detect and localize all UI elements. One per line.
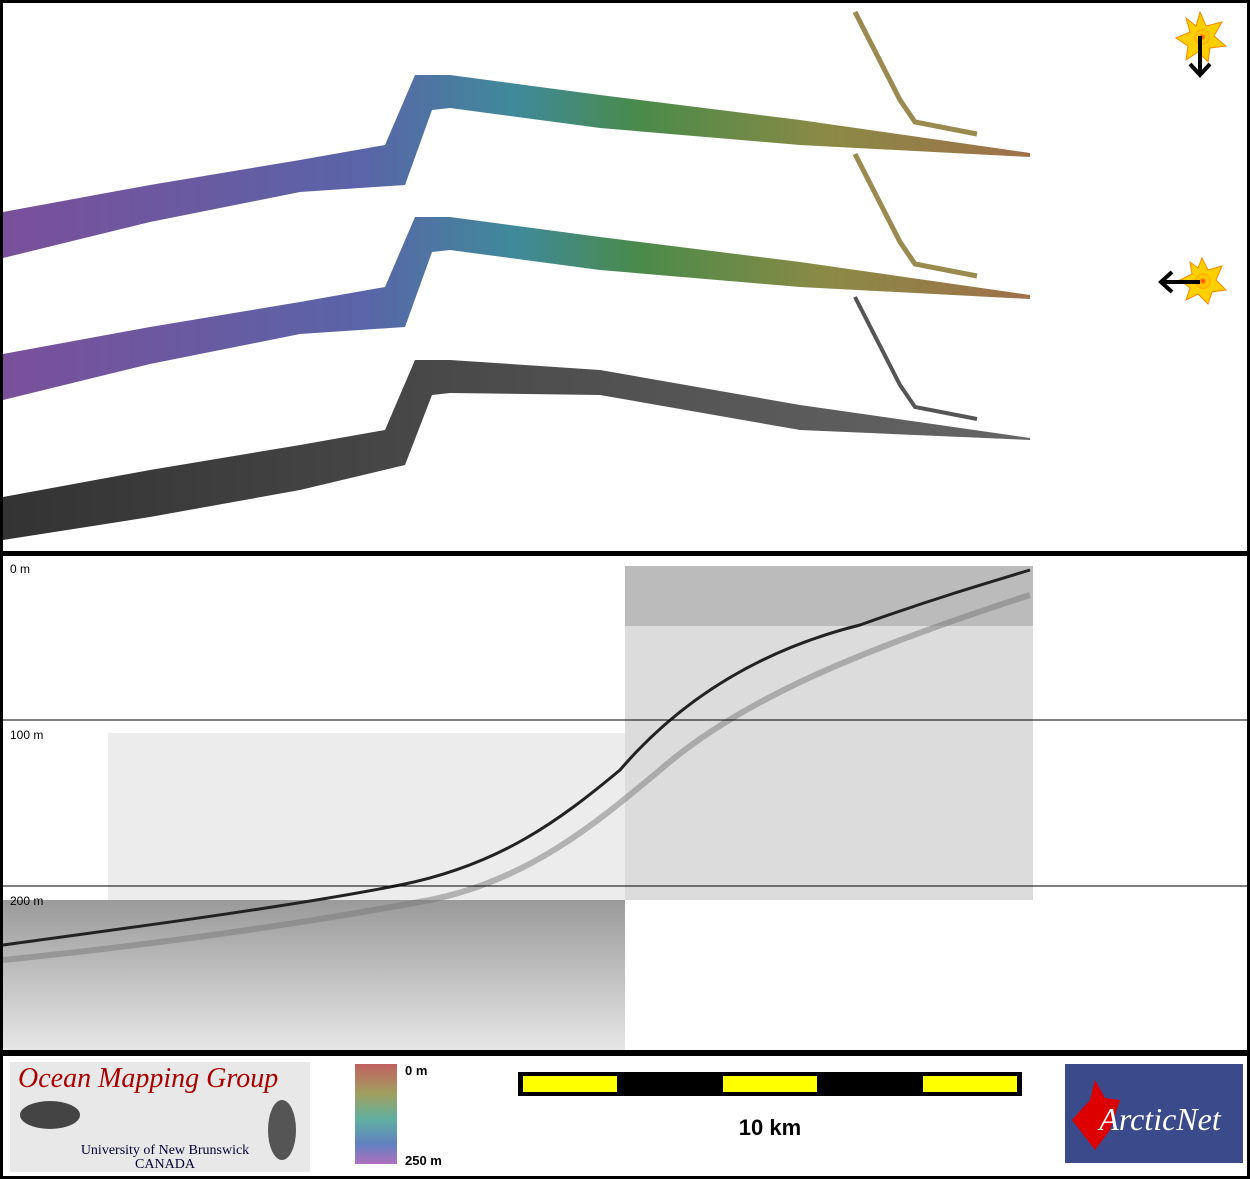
map-panel [3, 3, 1247, 551]
depth-label: 200 m [10, 894, 43, 908]
sun-icon-2 [1158, 256, 1228, 305]
depth-label: 100 m [10, 728, 43, 742]
depth-label: 0 m [10, 562, 30, 576]
colorbar-bottom-label: 250 m [405, 1153, 442, 1168]
seismic-section [108, 733, 625, 900]
seafloor-reflector [2, 568, 1031, 947]
scale-bar [518, 1072, 1022, 1096]
partner-name: ArcticNet [1097, 1101, 1222, 1137]
omg-logo: Ocean Mapping Group University of New Br… [10, 1062, 310, 1172]
logo-country: CANADA [135, 1157, 196, 1172]
colorbar [355, 1064, 397, 1164]
logo-title: Ocean Mapping Group [18, 1063, 278, 1094]
sub-bottom-reflector [2, 592, 1031, 963]
scale-label: 10 km [739, 1115, 801, 1140]
arcticnet-logo: ArcticNet [1065, 1064, 1243, 1163]
swath-backscatter [3, 296, 1030, 540]
sun-icon-1 [1174, 10, 1228, 78]
seismic-section [3, 900, 625, 1050]
swath-colored-1 [3, 10, 1030, 258]
swath-colored-2 [3, 152, 1030, 400]
logo-subtitle: University of New Brunswick [81, 1143, 249, 1158]
colorbar-top-label: 0 m [405, 1063, 427, 1078]
